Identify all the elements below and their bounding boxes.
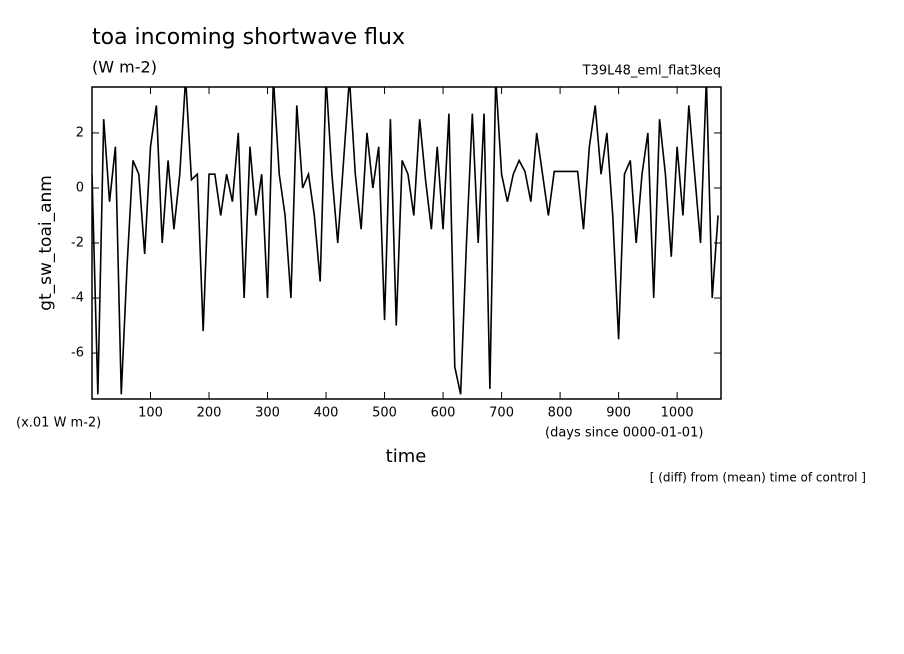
- y-tick-label: 2: [76, 125, 84, 140]
- y-tick-label: 0: [76, 180, 84, 195]
- x-tick-label: 600: [431, 406, 456, 421]
- series-line: [92, 87, 719, 395]
- y-tick-label: -4: [71, 291, 84, 306]
- note: [ (diff) from (mean) time of control ]: [650, 471, 866, 485]
- plot-area: [92, 87, 719, 395]
- chart-title: toa incoming shortwave flux: [92, 25, 405, 50]
- plot-frame: [91, 86, 722, 400]
- x-tick-label: 200: [197, 406, 222, 421]
- y-unit: (x.01 W m-2): [16, 416, 101, 431]
- y-axis-label: gt_sw_toai_anm: [36, 175, 56, 311]
- x-tick-label: 400: [314, 406, 339, 421]
- x-tick-label: 100: [138, 406, 163, 421]
- x-tick-label: 800: [548, 406, 573, 421]
- subtitle: (W m-2): [92, 58, 157, 77]
- annotation: T39L48_eml_flat3keq: [582, 64, 721, 79]
- x-tick-label: 500: [372, 406, 397, 421]
- y-tick-label: -2: [71, 236, 84, 251]
- y-tick-label: -6: [71, 346, 84, 361]
- x-tick-label: 900: [606, 406, 631, 421]
- x-tick-label: 700: [489, 406, 514, 421]
- x-tick-label: 300: [255, 406, 280, 421]
- x-tick-label: 1000: [661, 406, 694, 421]
- x-axis-label: time: [386, 446, 427, 467]
- x-unit: (days since 0000-01-01): [545, 426, 703, 441]
